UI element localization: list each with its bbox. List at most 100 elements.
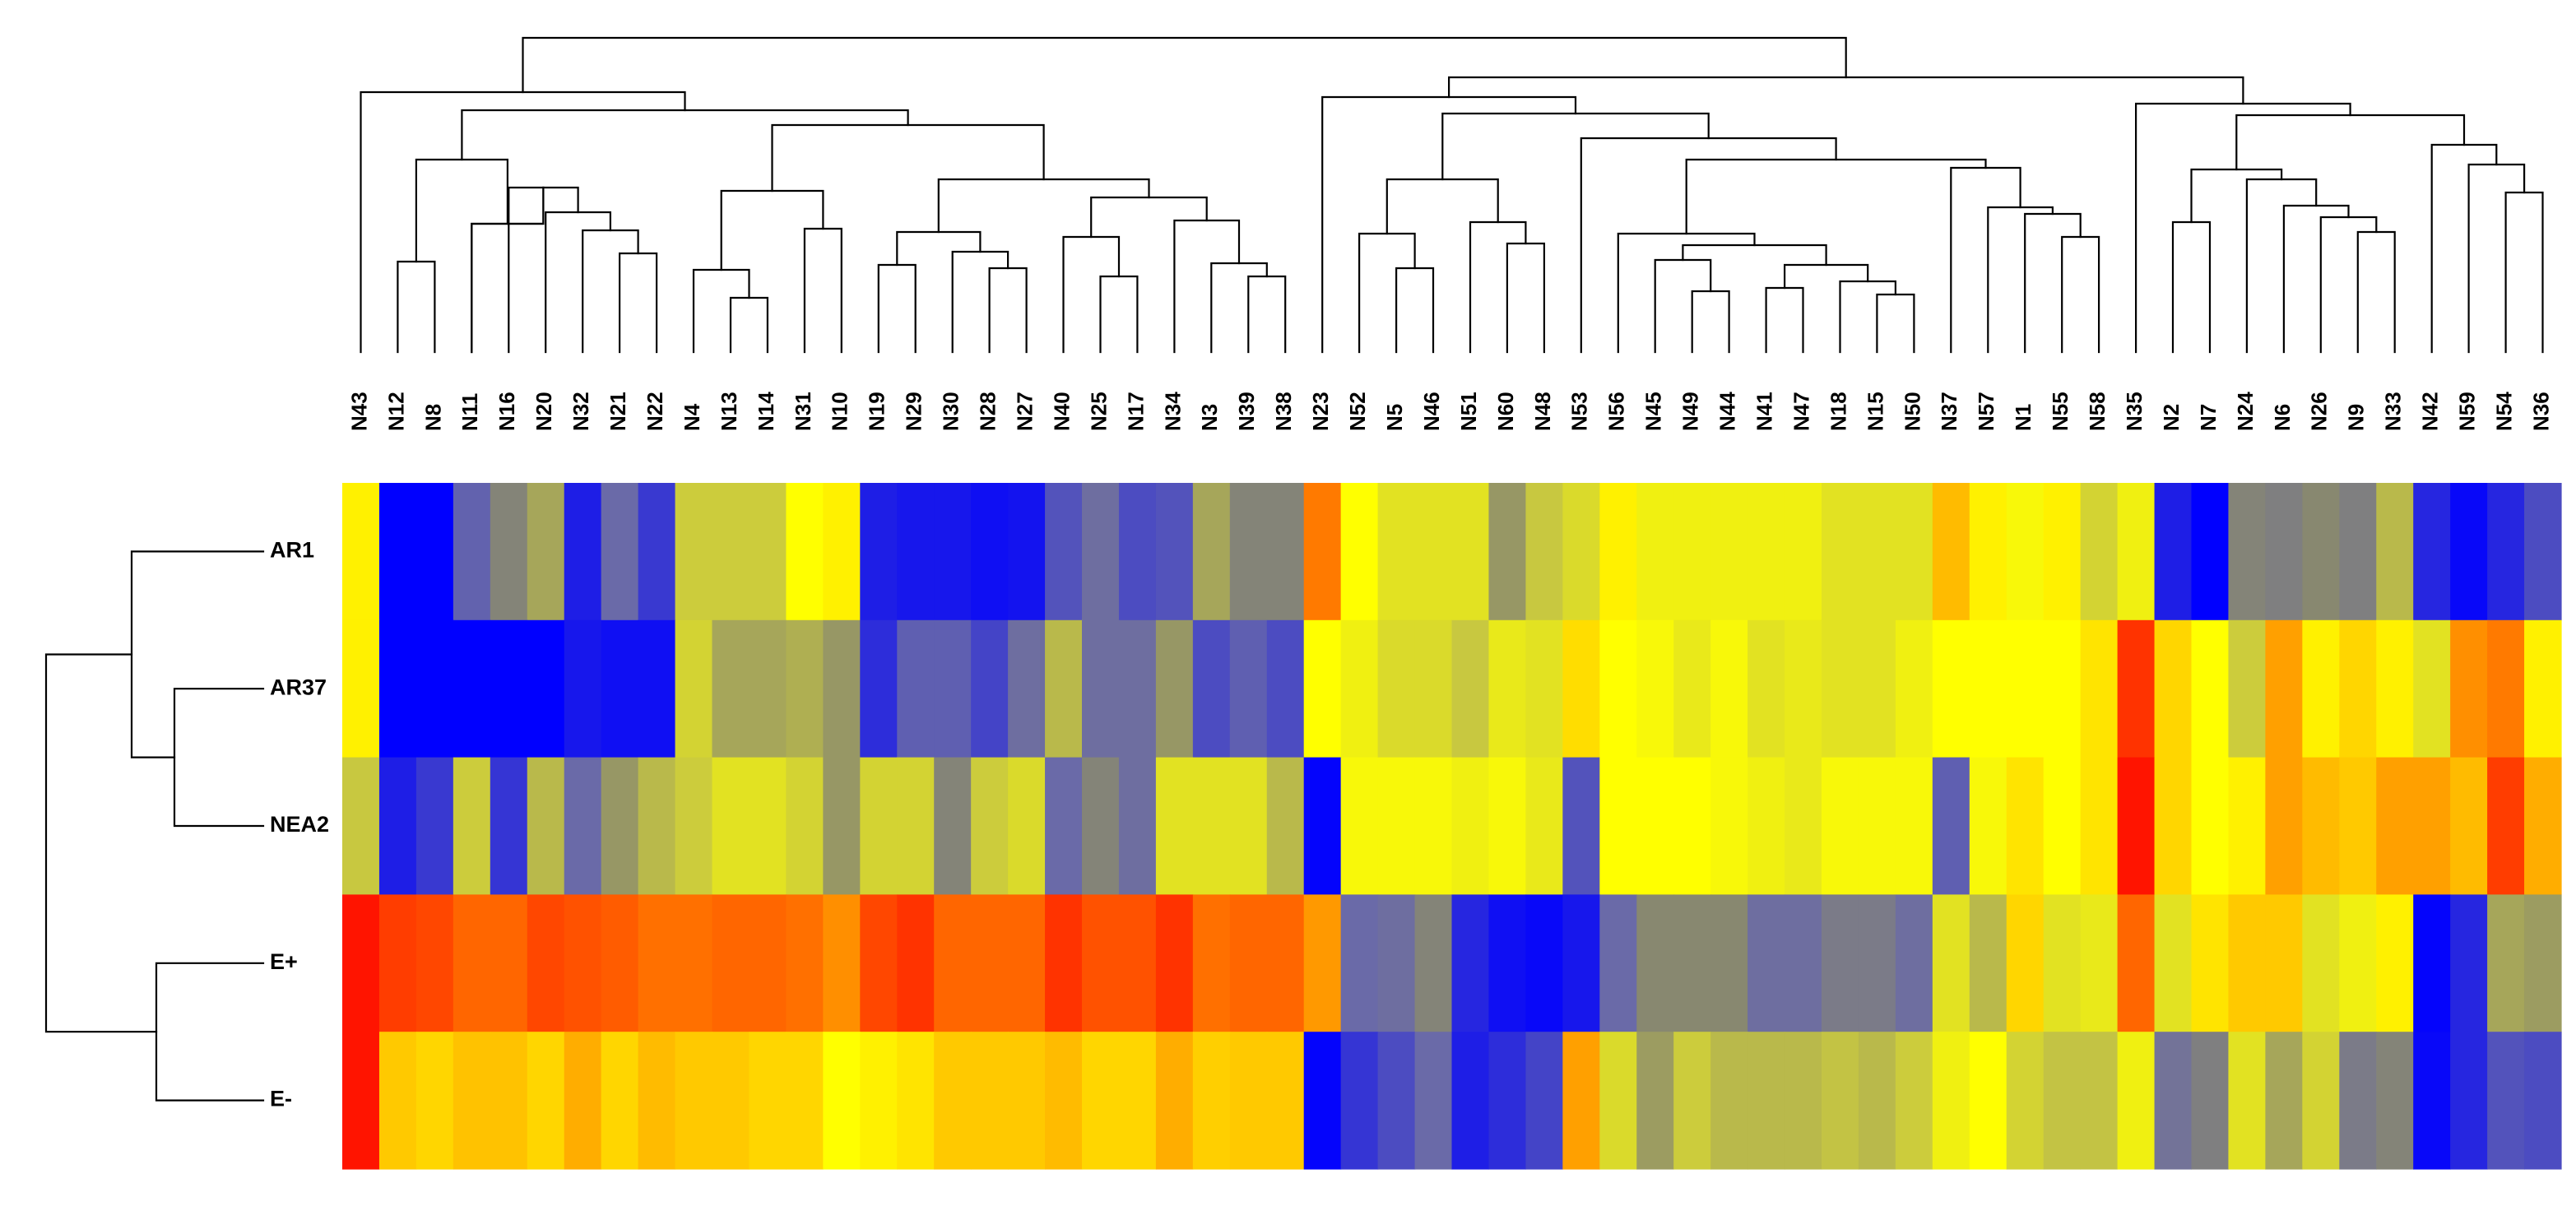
heatmap-cell	[2117, 619, 2156, 758]
heatmap-cell	[1562, 483, 1600, 621]
dendrogram-branch	[1395, 267, 1435, 354]
heatmap-cell	[1562, 757, 1600, 895]
heatmap-cell	[564, 619, 602, 758]
heatmap-cell	[1266, 619, 1305, 758]
heatmap-cell	[601, 894, 639, 1032]
heatmap-cell	[2487, 619, 2525, 758]
heatmap-cell	[1155, 483, 1194, 621]
dendrogram-branch	[2504, 191, 2544, 354]
heatmap-cell	[378, 894, 417, 1032]
heatmap-cell	[527, 619, 565, 758]
heatmap-cell	[2413, 619, 2451, 758]
column-label: N15	[1863, 392, 1887, 431]
heatmap-cell	[415, 894, 454, 1032]
heatmap-cell	[1932, 894, 1970, 1032]
heatmap-cell	[1082, 619, 1120, 758]
dendrogram-branch	[2061, 235, 2100, 354]
heatmap-cell	[860, 1032, 898, 1170]
heatmap-cell	[860, 483, 898, 621]
heatmap-cell	[1155, 619, 1194, 758]
heatmap-cell	[2080, 1032, 2119, 1170]
heatmap-cell	[1118, 894, 1157, 1032]
heatmap-cell	[1118, 619, 1157, 758]
column-label: N40	[1049, 392, 1074, 431]
heatmap-cell	[2450, 757, 2488, 895]
column-label: N29	[902, 392, 926, 431]
dendrogram-branch	[1691, 290, 1730, 354]
column-label: N59	[2454, 392, 2479, 431]
heatmap-cell	[1303, 894, 1342, 1032]
dendrogram-branch	[1506, 242, 1545, 354]
heatmap-cell	[1785, 894, 1822, 1032]
heatmap-cell	[823, 894, 861, 1032]
heatmap-cell	[1008, 619, 1046, 758]
heatmap-cell	[1266, 894, 1305, 1032]
dendrogram-branch	[937, 178, 1150, 234]
heatmap-cell	[1525, 619, 1563, 758]
column-label: N12	[383, 392, 408, 431]
dendrogram-branch	[2282, 204, 2350, 354]
dendrogram-branch	[1654, 258, 1712, 354]
dendrogram-branch	[44, 653, 158, 1033]
dendrogram-branch	[771, 123, 1045, 192]
row-dendrogram	[44, 550, 265, 1102]
dendrogram-branch	[1987, 206, 2054, 354]
heatmap-cell	[601, 619, 639, 758]
heatmap-cell	[1932, 619, 1970, 758]
heatmap-cell	[1932, 483, 1970, 621]
column-label: N14	[754, 392, 778, 431]
column-label: N6	[2270, 404, 2295, 431]
heatmap-cell	[1895, 757, 1933, 895]
heatmap-cell	[638, 894, 676, 1032]
dendrogram-branch	[803, 227, 842, 354]
heatmap-cell	[2117, 757, 2156, 895]
heatmap-cell	[1303, 757, 1342, 895]
heatmap-cell	[2080, 757, 2119, 895]
heatmap-cell	[2302, 894, 2340, 1032]
heatmap-cell	[1710, 894, 1748, 1032]
heatmap-cell	[1155, 757, 1194, 895]
heatmap-cell	[2524, 894, 2562, 1032]
heatmap-cell	[2339, 619, 2377, 758]
column-label: N4	[680, 403, 704, 431]
heatmap-cell	[2524, 1032, 2562, 1170]
heatmap-cell	[415, 757, 454, 895]
heatmap-cell	[342, 619, 380, 758]
heatmap-cell	[1008, 894, 1046, 1032]
heatmap-cell	[1785, 757, 1822, 895]
heatmap-cell	[1969, 757, 2007, 895]
column-dendrogram	[360, 36, 2544, 354]
heatmap-cell	[453, 757, 491, 895]
heatmap-cell	[1045, 1032, 1083, 1170]
heatmap-cell	[2376, 757, 2414, 895]
column-label: N45	[1641, 392, 1666, 431]
column-label: N17	[1123, 392, 1148, 431]
heatmap-cell	[527, 483, 565, 621]
heatmap-cell	[1562, 1032, 1600, 1170]
heatmap-cell	[1008, 757, 1046, 895]
heatmap-cell	[1969, 619, 2007, 758]
heatmap-cell	[1748, 1032, 1785, 1170]
heatmap-cell	[786, 894, 824, 1032]
heatmap-cell	[1562, 619, 1600, 758]
column-label: N32	[569, 392, 593, 431]
column-label: N58	[2085, 392, 2110, 431]
heatmap-cell	[897, 619, 935, 758]
heatmap-cell	[2339, 894, 2377, 1032]
dendrogram-branch	[619, 252, 658, 354]
heatmap-cell	[2524, 757, 2562, 895]
heatmap-cell	[749, 619, 787, 758]
column-label: N13	[717, 392, 741, 431]
dendrogram-branch	[2171, 220, 2212, 354]
dendrogram-branch	[130, 550, 265, 758]
heatmap-cell	[1525, 757, 1563, 895]
heatmap-cell	[2154, 483, 2193, 621]
heatmap-cell	[2302, 619, 2340, 758]
heatmap-cell	[2043, 894, 2082, 1032]
heatmap-cell	[2191, 1032, 2230, 1170]
column-label: N10	[828, 392, 852, 431]
heatmap-cell	[342, 757, 380, 895]
heatmap-cell	[1045, 894, 1083, 1032]
heatmap-cell	[1008, 1032, 1046, 1170]
